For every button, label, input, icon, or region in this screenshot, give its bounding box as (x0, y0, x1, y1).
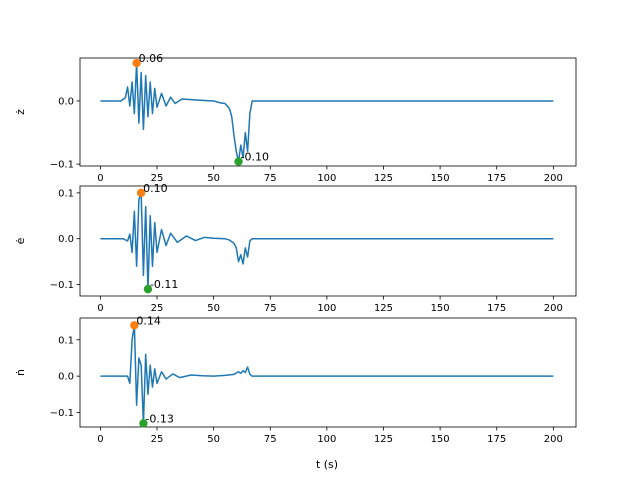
y-tick-label: 0.0 (58, 372, 74, 383)
y-tick-label: −0.1 (50, 160, 74, 171)
max-point-label: 0.14 (136, 314, 161, 327)
min-point-label: -0.13 (145, 412, 173, 425)
x-tick-label: 200 (544, 434, 563, 445)
x-tick-label: 175 (487, 303, 506, 314)
y-axis-label: ė (14, 237, 27, 244)
x-tick-label: 0 (97, 303, 103, 314)
x-tick-label: 200 (544, 173, 563, 184)
x-tick-label: 0 (97, 434, 103, 445)
x-tick-label: 50 (207, 434, 220, 445)
min-point-marker (234, 157, 243, 166)
y-tick-label: 0.0 (58, 96, 74, 107)
subplot-1: 0 25 50 75 100 125 150 175 200 0.0 −0.1 ż 0.06 -0.10 (14, 52, 577, 184)
x-tick-label: 150 (431, 173, 450, 184)
series-line-1 (100, 62, 554, 163)
max-point-label: 0.06 (139, 52, 164, 65)
axes-frame (79, 57, 577, 167)
x-tick-label: 100 (317, 303, 336, 314)
max-point-marker (132, 58, 141, 68)
min-point-label: -0.10 (241, 151, 269, 164)
subplot-3: 0 25 50 75 100 125 150 175 200 0.1 0.0 −0.1 ṅ 0.14 -0.… (14, 314, 577, 445)
x-tick-label: 175 (487, 434, 506, 445)
y-tick-label: −0.1 (50, 280, 74, 291)
x-tick-label: 200 (544, 303, 563, 314)
min-point-label: -0.11 (150, 278, 178, 291)
x-axis-label: t (s) (316, 458, 338, 471)
y-tick-label: 0.0 (58, 234, 74, 245)
x-tick-label: 175 (487, 173, 506, 184)
x-tick-label: 50 (207, 173, 220, 184)
y-tick-label: −0.1 (50, 408, 74, 419)
x-tick-label: 125 (374, 303, 393, 314)
subplot-2: 0 25 50 75 100 125 150 175 200 0.1 0.0 −0.1 ė 0.10 -0.… (14, 182, 577, 314)
axes-frame (79, 185, 577, 297)
y-tick-label: 0.1 (58, 335, 74, 346)
x-tick-label: 75 (264, 303, 277, 314)
series-line-1 (100, 324, 554, 425)
y-axis-label: ṅ (14, 369, 27, 376)
x-tick-label: 150 (431, 434, 450, 445)
x-tick-label: 25 (151, 434, 164, 445)
x-tick-label: 75 (264, 173, 277, 184)
x-tick-label: 0 (97, 173, 103, 184)
subplot-panels: 0 25 50 75 100 125 150 175 2000.0−0.1ż0.06-0.100… (14, 52, 577, 445)
y-axis-label: ż (14, 109, 27, 115)
x-tick-label: 100 (317, 173, 336, 184)
axes-frame (79, 317, 577, 428)
x-tick-label: 100 (317, 434, 336, 445)
max-point-marker (130, 321, 139, 330)
max-point-marker (136, 188, 146, 198)
max-point-label: 0.10 (143, 182, 168, 195)
x-tick-label: 150 (431, 303, 450, 314)
y-tick-label: 0.1 (58, 188, 74, 199)
min-point-marker (139, 419, 148, 428)
x-tick-label: 50 (207, 303, 220, 314)
x-tick-label: 25 (151, 303, 164, 314)
min-point-marker (143, 284, 153, 294)
x-tick-label: 25 (151, 173, 164, 184)
x-tick-label: 125 (374, 434, 393, 445)
series-line-1 (100, 192, 554, 290)
x-tick-label: 75 (264, 434, 277, 445)
x-tick-label: 125 (374, 173, 393, 184)
